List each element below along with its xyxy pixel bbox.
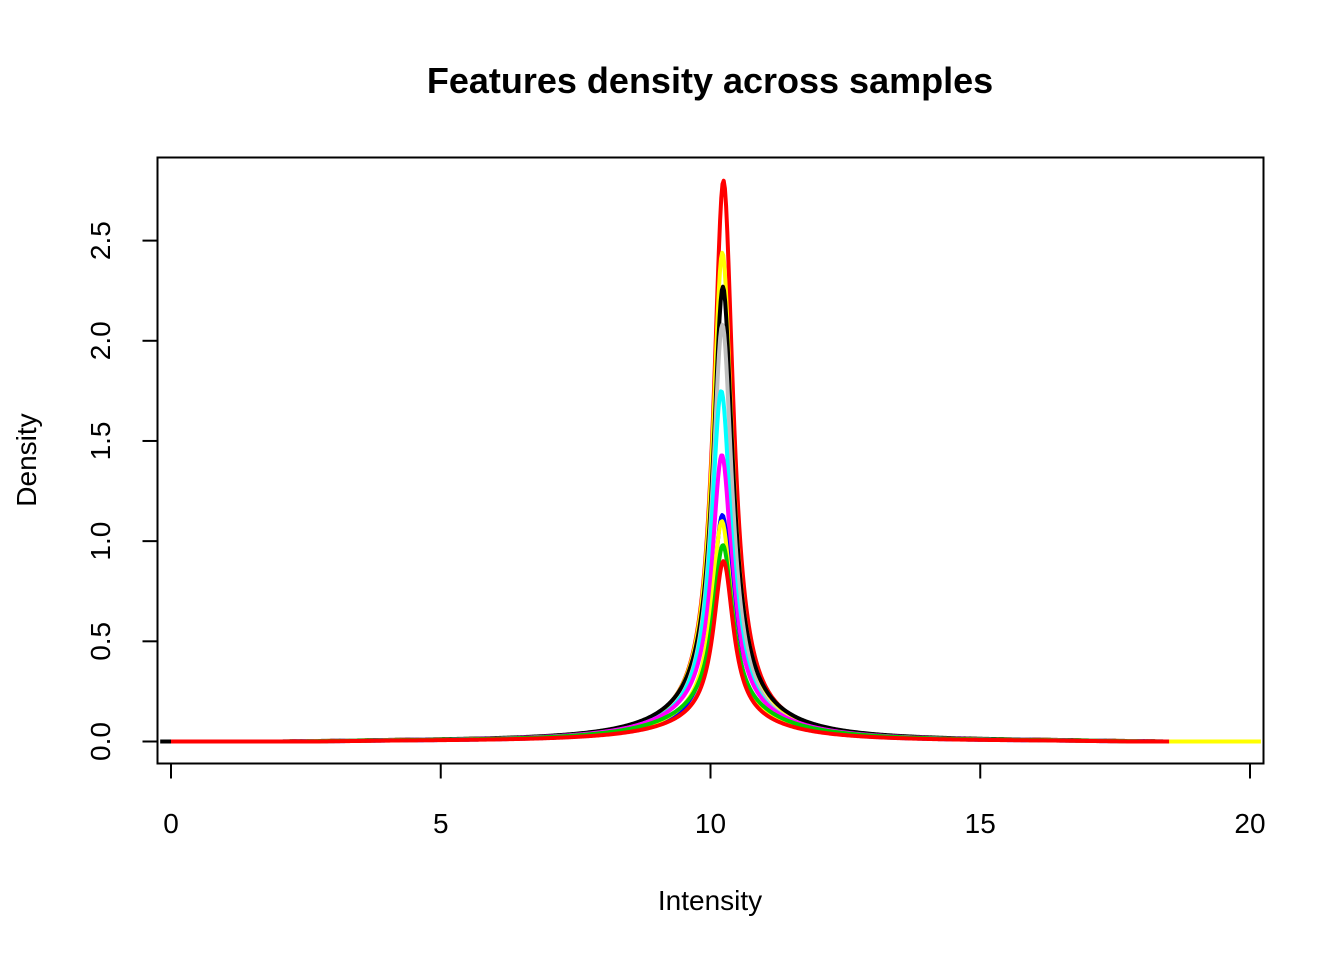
y-tick-label: 1.5 (85, 421, 116, 460)
density-series-3 (159, 284, 1170, 744)
density-series-10 (170, 559, 1170, 744)
y-tick-label: 2.5 (85, 221, 116, 260)
x-tick-label: 5 (433, 808, 449, 839)
x-tick-label: 0 (163, 808, 179, 839)
y-axis: 0.0 0.5 1.0 1.5 2.0 2.5 (85, 221, 159, 761)
x-axis-label: Intensity (658, 885, 762, 916)
y-axis-label: Density (11, 413, 42, 506)
x-tick-label: 20 (1234, 808, 1265, 839)
y-tick-label: 0.0 (85, 722, 116, 761)
y-tick-label: 0.5 (85, 622, 116, 661)
y-tick-label: 1.0 (85, 522, 116, 561)
chart-title: Features density across samples (427, 60, 993, 101)
series-layer (159, 178, 1262, 744)
y-tick-label: 2.0 (85, 321, 116, 360)
x-axis: 0 5 10 15 20 (163, 762, 1266, 839)
x-tick-label: 15 (965, 808, 996, 839)
x-tick-label: 10 (695, 808, 726, 839)
